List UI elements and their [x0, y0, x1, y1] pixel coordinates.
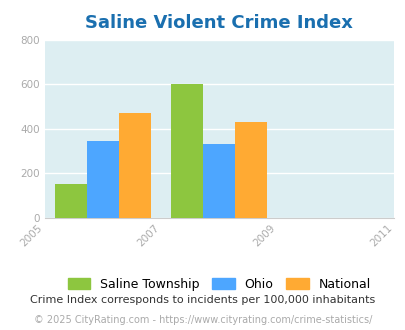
Bar — [234, 122, 266, 218]
Text: Crime Index corresponds to incidents per 100,000 inhabitants: Crime Index corresponds to incidents per… — [30, 295, 375, 305]
Text: © 2025 CityRating.com - https://www.cityrating.com/crime-statistics/: © 2025 CityRating.com - https://www.city… — [34, 315, 371, 325]
Bar — [55, 184, 87, 218]
Title: Saline Violent Crime Index: Saline Violent Crime Index — [85, 15, 352, 32]
Bar — [171, 84, 203, 218]
Bar — [87, 141, 119, 218]
Legend: Saline Township, Ohio, National: Saline Township, Ohio, National — [68, 278, 370, 290]
Bar — [203, 144, 234, 218]
Bar — [119, 113, 151, 218]
